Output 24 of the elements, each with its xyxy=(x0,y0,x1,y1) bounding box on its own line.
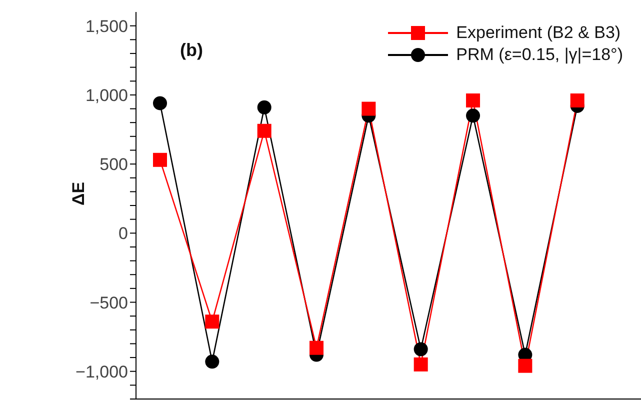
point xyxy=(153,96,167,110)
legend-label: PRM (ε=0.15, |γ|=18°) xyxy=(456,44,623,66)
point xyxy=(257,124,272,138)
point xyxy=(414,342,428,356)
legend-label: Experiment (B2 & B3) xyxy=(456,22,621,44)
annotation: (b) xyxy=(180,40,203,60)
y-tick-label: −1,000 xyxy=(76,362,128,382)
point xyxy=(570,93,584,108)
point xyxy=(205,354,220,369)
point xyxy=(310,340,324,355)
point xyxy=(362,102,376,116)
point xyxy=(414,357,428,372)
point xyxy=(518,358,532,373)
y-tick-label: 1,500 xyxy=(85,16,128,36)
y-tick-label: 0 xyxy=(118,224,128,244)
point xyxy=(205,314,220,329)
y-axis-title: ΔE xyxy=(69,182,88,206)
point xyxy=(466,93,480,108)
y-tick-label: −500 xyxy=(90,293,128,312)
y-tick-label: 1,000 xyxy=(85,86,128,105)
point xyxy=(153,152,167,167)
point xyxy=(257,100,272,114)
y-tick-label: 500 xyxy=(100,155,128,174)
point xyxy=(466,108,480,123)
